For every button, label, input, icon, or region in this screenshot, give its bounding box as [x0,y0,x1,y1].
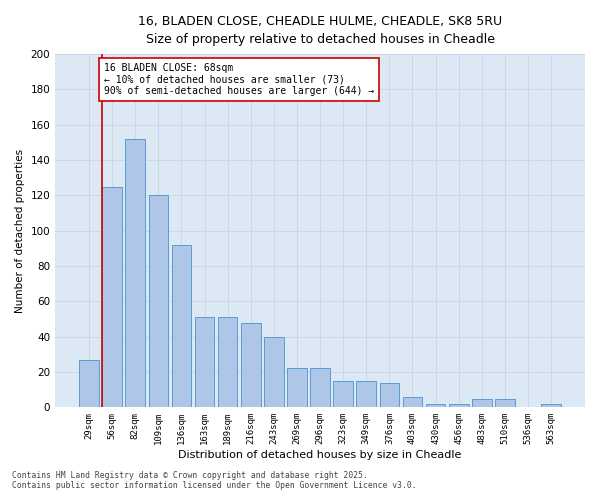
Bar [380,382,399,407]
Bar [449,404,469,407]
Bar [403,396,422,407]
Bar [241,322,260,408]
Bar [287,368,307,408]
Text: Contains HM Land Registry data © Crown copyright and database right 2025.
Contai: Contains HM Land Registry data © Crown c… [12,470,416,490]
Bar [356,381,376,407]
Title: 16, BLADEN CLOSE, CHEADLE HULME, CHEADLE, SK8 5RU
Size of property relative to d: 16, BLADEN CLOSE, CHEADLE HULME, CHEADLE… [138,15,502,46]
Bar [541,404,561,407]
Bar [79,360,99,408]
Bar [426,404,445,407]
Bar [495,398,515,407]
Bar [310,368,330,408]
Bar [172,245,191,408]
X-axis label: Distribution of detached houses by size in Cheadle: Distribution of detached houses by size … [178,450,462,460]
Y-axis label: Number of detached properties: Number of detached properties [15,148,25,313]
Bar [149,196,168,408]
Bar [103,186,122,408]
Bar [195,318,214,408]
Bar [472,398,491,407]
Bar [218,318,238,408]
Bar [264,336,284,407]
Text: 16 BLADEN CLOSE: 68sqm
← 10% of detached houses are smaller (73)
90% of semi-det: 16 BLADEN CLOSE: 68sqm ← 10% of detached… [104,63,374,96]
Bar [334,381,353,407]
Bar [125,139,145,407]
